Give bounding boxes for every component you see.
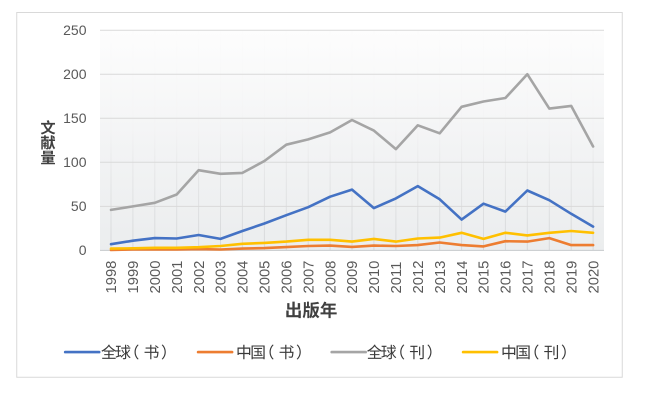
svg-text:200: 200: [63, 66, 87, 82]
svg-text:0: 0: [79, 242, 87, 258]
svg-text:2011: 2011: [389, 262, 405, 294]
svg-text:2020: 2020: [586, 261, 602, 294]
svg-text:2005: 2005: [258, 261, 274, 294]
svg-text:2014: 2014: [455, 261, 471, 294]
svg-text:2001: 2001: [170, 261, 186, 294]
svg-text:2012: 2012: [411, 261, 427, 294]
svg-text:1998: 1998: [104, 261, 120, 294]
svg-text:2017: 2017: [521, 261, 537, 294]
svg-text:50: 50: [71, 198, 87, 214]
svg-text:2006: 2006: [280, 261, 296, 294]
svg-text:2015: 2015: [477, 261, 493, 294]
svg-text:250: 250: [63, 22, 87, 38]
svg-text:1999: 1999: [126, 261, 142, 294]
svg-text:100: 100: [63, 154, 87, 170]
svg-text:2009: 2009: [345, 261, 361, 294]
svg-text:2002: 2002: [192, 261, 208, 294]
svg-text:150: 150: [63, 110, 87, 126]
svg-text:2010: 2010: [367, 261, 383, 294]
svg-text:2003: 2003: [214, 261, 230, 294]
svg-text:2008: 2008: [323, 261, 339, 294]
svg-text:2019: 2019: [564, 261, 580, 294]
svg-text:2016: 2016: [499, 261, 515, 294]
svg-text:2018: 2018: [543, 261, 559, 294]
svg-text:2013: 2013: [433, 261, 449, 294]
svg-text:2004: 2004: [236, 261, 252, 294]
svg-text:2007: 2007: [301, 261, 317, 294]
svg-text:2000: 2000: [148, 261, 164, 294]
